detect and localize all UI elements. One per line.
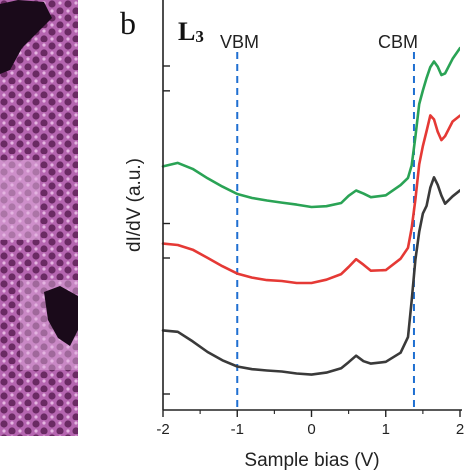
stm-defect-top xyxy=(0,0,52,74)
stm-image xyxy=(0,0,78,436)
x-ticks: -2 -1 0 1 2 xyxy=(156,410,464,438)
panel-label-main: L xyxy=(178,17,195,46)
panel-letter: b xyxy=(120,5,136,41)
x-tick-label: -2 xyxy=(156,421,169,438)
y-ticks xyxy=(163,65,170,395)
stm-defect-bottom xyxy=(44,286,78,346)
y-axis-title: dI/dV (a.u.) xyxy=(124,158,145,252)
x-axis-title: Sample bias (V) xyxy=(244,450,379,471)
x-tick-label: 1 xyxy=(382,421,390,438)
x-tick-label: 0 xyxy=(307,421,315,438)
vbm-annotation: VBM xyxy=(220,32,259,52)
sts-curves xyxy=(161,46,460,376)
x-tick-label: -1 xyxy=(231,421,244,438)
stm-bright-patch-top xyxy=(0,160,40,240)
cbm-annotation: CBM xyxy=(378,32,418,52)
axes: -2 -1 0 1 2 xyxy=(156,0,464,438)
series-line-green xyxy=(161,46,460,209)
series-line-black xyxy=(161,176,460,376)
x-tick-label: 2 xyxy=(456,421,464,438)
series-line-red xyxy=(161,114,460,285)
band-edge-lines xyxy=(236,52,415,410)
panel-label-sub: 3 xyxy=(195,27,204,46)
panel-label-l3: L3 xyxy=(178,17,204,46)
